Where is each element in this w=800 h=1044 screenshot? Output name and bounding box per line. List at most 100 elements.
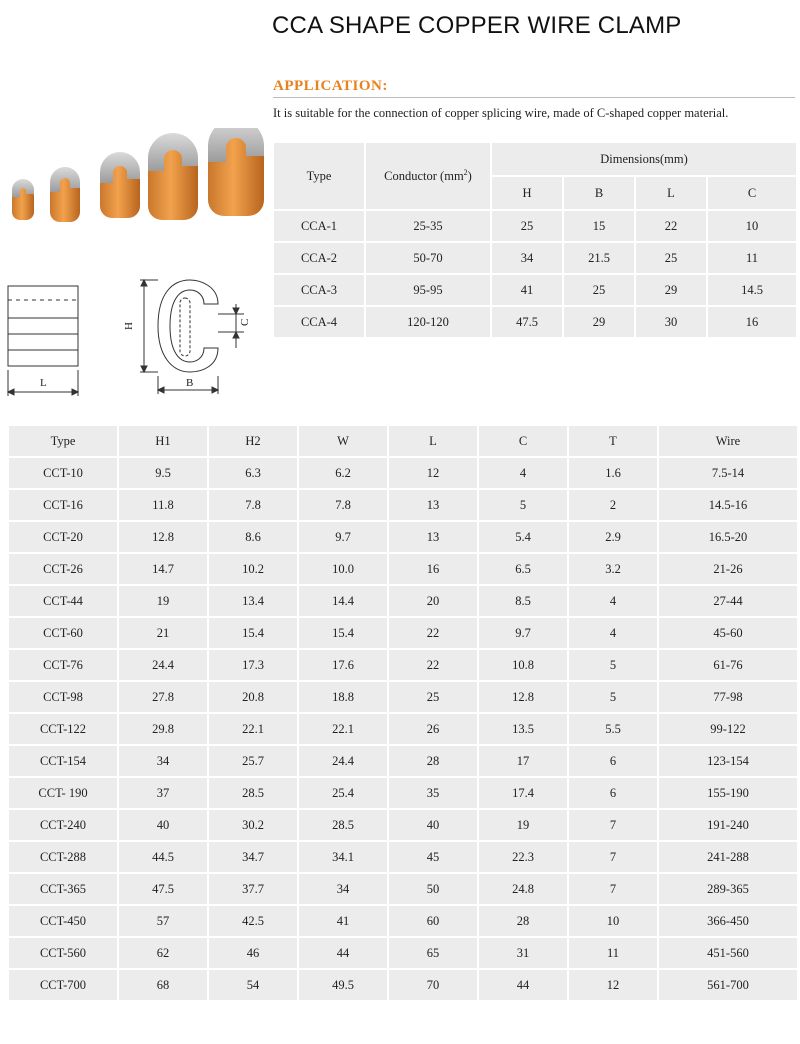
table-cell: 68 [117,968,209,1002]
table-cell: 9.7 [477,616,569,650]
table-row: CCT-10 9.5 6.3 6.2 12 4 1.6 7.5-14 [7,456,799,490]
table-cell: 44.5 [117,840,209,874]
table-cell: CCA-2 [272,241,366,275]
table-row: CCT-450 57 42.5 41 60 28 10 366-450 [7,904,799,938]
table-cell: CCT-16 [7,488,119,522]
table-cell: 16 [387,552,479,586]
table-cell: CCT-700 [7,968,119,1002]
table-cell: CCT-154 [7,744,119,778]
col-header-dimensions: Dimensions(mm) [490,141,798,177]
clamp-2 [50,167,80,222]
table-cell: 24.4 [297,744,389,778]
table-cell: 22 [387,616,479,650]
table-cell: 10 [567,904,659,938]
table-cell: 95-95 [364,273,492,307]
product-photo [12,128,264,222]
table-cell: 57 [117,904,209,938]
table-cell: 37 [117,776,209,810]
table-cell: 25 [490,209,564,243]
table-cell: 7 [567,808,659,842]
table-row: CCT-122 29.8 22.1 22.1 26 13.5 5.5 99-122 [7,712,799,746]
table-cell: 17.6 [297,648,389,682]
table-cell: 29 [634,273,708,307]
table-cell: 34 [297,872,389,906]
table-cell: 4 [477,456,569,490]
table-cell: 44 [297,936,389,970]
table-cell: 155-190 [657,776,799,810]
table-cell: 11.8 [117,488,209,522]
table-cell: 7.5-14 [657,456,799,490]
col-header: C [477,424,569,458]
col-header: T [567,424,659,458]
table-cell: CCT-122 [7,712,119,746]
table-cell: CCA-3 [272,273,366,307]
col-header-h: H [490,175,564,211]
table-cell: CCT-76 [7,648,119,682]
table-cell: 65 [387,936,479,970]
table-cell: 40 [117,808,209,842]
table-cell: 11 [706,241,798,275]
col-header: H1 [117,424,209,458]
table-cell: 35 [387,776,479,810]
table-cell: 25 [562,273,636,307]
table-cell: 20.8 [207,680,299,714]
conductor-header-sup: 2 [463,167,468,177]
table-cell: 29.8 [117,712,209,746]
table-cell: 18.8 [297,680,389,714]
conductor-header-text: Conductor (mm [384,169,464,184]
table-cell: 99-122 [657,712,799,746]
table-cell: CCT-560 [7,936,119,970]
table-cell: 5.4 [477,520,569,554]
table-cell: 16 [706,305,798,339]
table-cell: 19 [477,808,569,842]
table-cell: 120-120 [364,305,492,339]
table-cell: 5 [477,488,569,522]
table-cell: 19 [117,584,209,618]
table-cell: CCT-10 [7,456,119,490]
table-row: CCT-16 11.8 7.8 7.8 13 5 2 14.5-16 [7,488,799,522]
col-header-conductor: Conductor (mm2) [364,141,492,211]
col-header: Type [7,424,119,458]
table-cell: 21.5 [562,241,636,275]
table-cell: 77-98 [657,680,799,714]
table-row: CCT-240 40 30.2 28.5 40 19 7 191-240 [7,808,799,842]
table-cell: 6 [567,744,659,778]
table-cell: CCT-365 [7,872,119,906]
table-cell: 10.0 [297,552,389,586]
table-cell: 15.4 [207,616,299,650]
table-header-row: Type Conductor (mm2) Dimensions(mm) [272,141,798,211]
table-cell: 10 [706,209,798,243]
table-cell: 5 [567,680,659,714]
label-L: L [40,377,47,389]
cca-table-body: CCA-1 25-35 25 15 22 10 CCA-2 50-70 34 21.5 25 11 CC… [272,209,798,339]
table-row: CCT-154 34 25.7 24.4 28 17 6 123-154 [7,744,799,778]
table-cell: 13 [387,488,479,522]
table-cell: CCT-450 [7,904,119,938]
table-cell: 50-70 [364,241,492,275]
col-header: H2 [207,424,299,458]
table-cell: 25.7 [207,744,299,778]
table-cell: 7.8 [207,488,299,522]
table-cell: 27.8 [117,680,209,714]
table-cell: 12.8 [477,680,569,714]
table-cell: 11 [567,936,659,970]
table-row: CCT-76 24.4 17.3 17.6 22 10.8 5 61-76 [7,648,799,682]
table-cell: 13 [387,520,479,554]
table-cell: CCT-44 [7,584,119,618]
table-cell: 22 [634,209,708,243]
clamp-5 [208,128,264,216]
table-cell: 12 [387,456,479,490]
table-cell: 13.5 [477,712,569,746]
table-cell: 25-35 [364,209,492,243]
table-cell: 26 [387,712,479,746]
table-cell: 46 [207,936,299,970]
table-cell: 22.3 [477,840,569,874]
table-cell: 28 [477,904,569,938]
table-cell: 22.1 [297,712,389,746]
table-cell: CCT-60 [7,616,119,650]
table-cell: 8.6 [207,520,299,554]
conductor-header-close: ) [467,169,472,184]
table-cell: 21-26 [657,552,799,586]
table-cell: 25 [634,241,708,275]
clamp-1 [12,179,34,220]
